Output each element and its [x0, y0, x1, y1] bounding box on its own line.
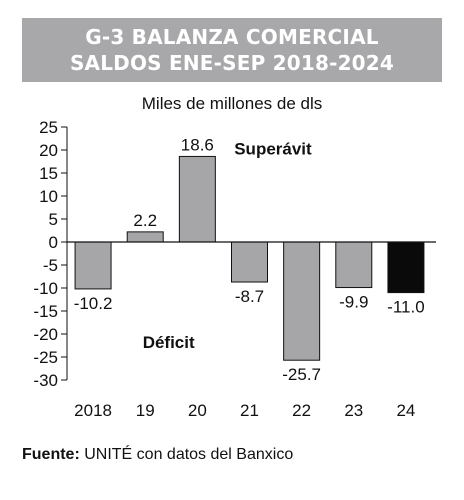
source-note: Fuente: UNITÉ con datos del Banxico: [22, 446, 293, 464]
bar: [335, 241, 373, 289]
data-label: 18.6: [181, 135, 214, 154]
chart-annotation: Superávit: [234, 140, 312, 159]
bar: [283, 241, 321, 361]
y-tick-label: 15: [39, 164, 58, 183]
data-label: -25.7: [282, 365, 321, 384]
y-tick-label: 5: [49, 210, 58, 229]
bar: [126, 231, 164, 243]
y-tick-label: -25: [33, 348, 58, 367]
y-axis-unit-label: Miles de millones de dls: [141, 94, 323, 113]
bar: [178, 155, 216, 243]
x-tick-label: 21: [240, 401, 259, 420]
chart-title-banner: G-3 BALANZA COMERCIAL SALDOS ENE-SEP 201…: [22, 18, 442, 82]
data-label: -8.7: [235, 287, 264, 306]
x-tick-label: 19: [136, 401, 155, 420]
data-label: -10.2: [74, 294, 113, 313]
source-text: UNITÉ con datos del Banxico: [79, 446, 294, 463]
x-tick-label: 24: [396, 401, 415, 420]
data-label: 2.2: [133, 211, 157, 230]
source-label: Fuente:: [22, 446, 80, 463]
y-tick-label: -5: [43, 256, 58, 275]
bar: [231, 241, 268, 283]
y-tick-label: 0: [49, 233, 58, 252]
y-tick-label: -30: [33, 371, 58, 390]
data-label: -11.0: [387, 298, 425, 317]
data-label: -9.9: [339, 293, 368, 312]
bar: [387, 241, 425, 294]
x-tick-label: 22: [292, 401, 311, 420]
bar: [74, 241, 112, 290]
chart-subtitle: SALDOS ENE-SEP 2018-2024: [69, 51, 395, 75]
y-tick-label: 20: [39, 141, 58, 160]
x-tick-label: 23: [344, 401, 363, 420]
bar-chart: 25 20 15 10 5 0 -5 -10 -15 -20 -25 -30 -10.2 2018 2.2 1…: [33, 118, 436, 420]
y-tick-label: -20: [33, 325, 58, 344]
x-tick-label: 2018: [74, 401, 112, 420]
y-tick-label: 10: [39, 187, 58, 206]
y-tick-label: 25: [39, 118, 58, 137]
y-tick-label: -15: [33, 302, 58, 321]
chart-annotation: Déficit: [143, 333, 195, 352]
y-tick-label: -10: [33, 279, 58, 298]
chart-title: G-3 BALANZA COMERCIAL: [85, 25, 379, 49]
x-tick-label: 20: [188, 401, 207, 420]
